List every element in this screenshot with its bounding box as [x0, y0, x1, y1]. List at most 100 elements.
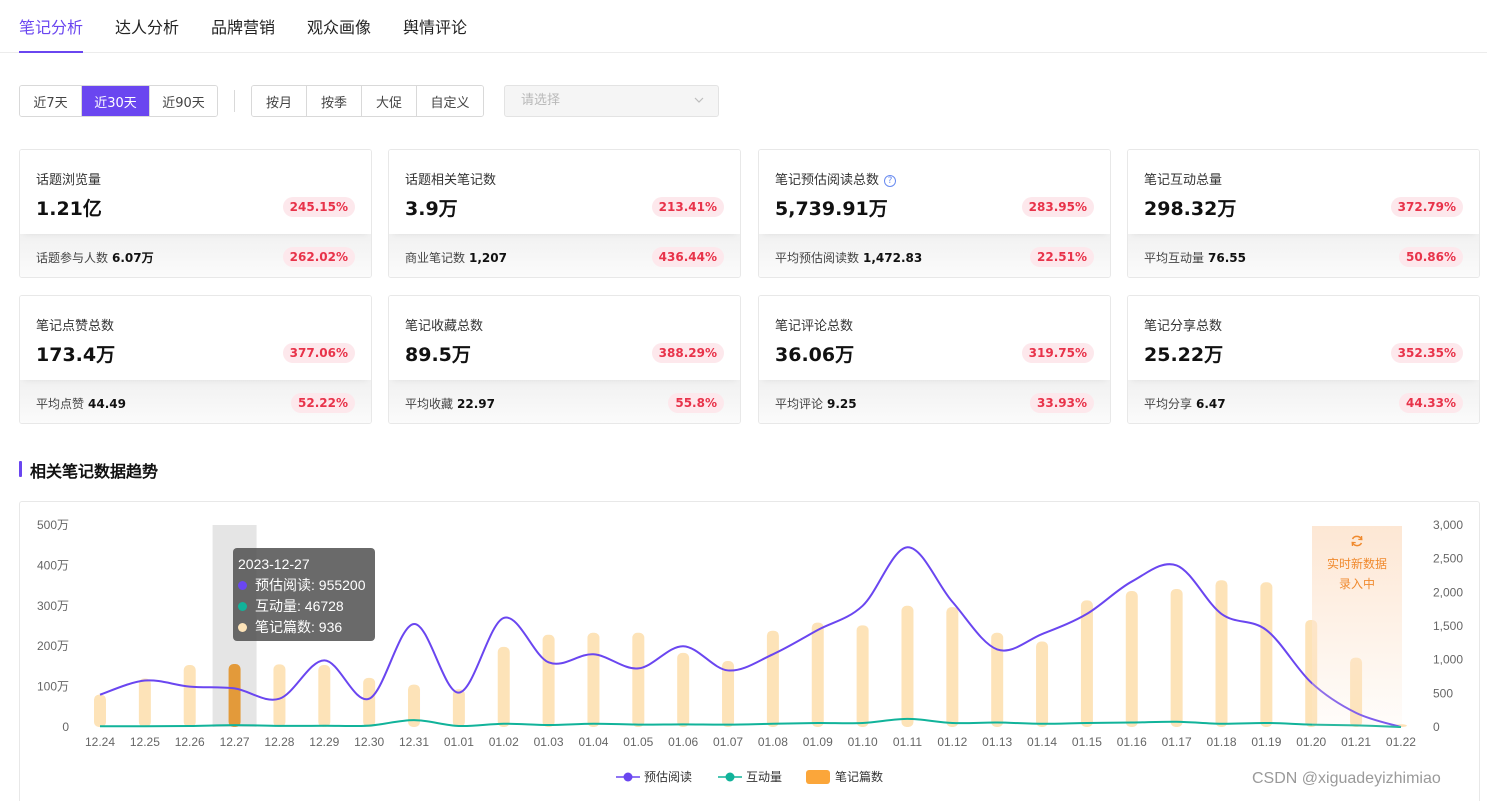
notes-bar	[632, 632, 645, 727]
metric-change-badge: 352.35%	[1390, 343, 1463, 363]
legend-notes-label: 笔记篇数	[835, 770, 884, 784]
tab-note-analysis[interactable]: 笔记分析	[19, 14, 83, 53]
x-tick-label: 12.30	[354, 735, 384, 749]
metric-value: 1.21亿	[36, 198, 102, 220]
tooltip-interact-label: 互动量	[255, 598, 297, 614]
notes-bar	[273, 664, 286, 727]
metric-change-badge: 283.95%	[1021, 197, 1094, 217]
tab-public-opinion[interactable]: 舆情评论	[403, 18, 468, 37]
x-tick-label: 01.20	[1296, 735, 1326, 749]
x-tick-label: 01.09	[803, 735, 833, 749]
notes-bar	[946, 607, 959, 727]
x-tick-label: 12.25	[130, 735, 160, 749]
metric-sub-change-badge: 44.33%	[1399, 393, 1463, 413]
x-tick-label: 01.10	[848, 735, 878, 749]
metric-value: 298.32万	[1144, 198, 1237, 220]
metric-card-sub: 平均预估阅读数 1,472.83 22.51%	[759, 234, 1110, 277]
tooltip-notes-value: 936	[318, 619, 343, 635]
read-dot-icon	[238, 581, 247, 590]
metric-card-main: 笔记互动总量 298.32万 372.79%	[1128, 150, 1479, 234]
notes-bar	[1260, 582, 1273, 727]
section-accent-bar	[19, 461, 22, 477]
notes-bar	[497, 646, 510, 727]
period-group: 按月 按季 大促 自定义	[251, 85, 484, 117]
x-tick-label: 01.06	[668, 735, 698, 749]
metric-card-sub: 平均评论 9.25 33.93%	[759, 380, 1110, 423]
metric-card-main: 笔记预估阅读总数? 5,739.91万 283.95%	[759, 150, 1110, 234]
metric-value: 173.4万	[36, 344, 116, 366]
metric-card-sub: 平均收藏 22.97 55.8%	[389, 380, 740, 423]
y-left-tick-label: 100万	[37, 680, 69, 694]
by-quarter-button[interactable]: 按季	[307, 86, 362, 116]
metric-value: 36.06万	[775, 344, 855, 366]
metric-card-main: 笔记分享总数 25.22万 352.35%	[1128, 296, 1479, 380]
metric-sub-text: 平均分享 6.47	[1144, 397, 1226, 411]
metric-sub-change-badge: 22.51%	[1030, 247, 1094, 267]
metric-sub-change-badge: 262.02%	[282, 247, 355, 267]
notes-bar	[228, 663, 241, 727]
refresh-icon	[1351, 535, 1363, 547]
metric-card-sub: 商业笔记数 1,207 436.44%	[389, 234, 740, 277]
bar-legend-icon	[806, 769, 830, 784]
promotion-button[interactable]: 大促	[362, 86, 417, 116]
section-title: 相关笔记数据趋势	[30, 462, 159, 481]
y-right-tick-label: 2,000	[1433, 585, 1463, 599]
metric-card: 笔记预估阅读总数? 5,739.91万 283.95% 平均预估阅读数 1,472.83…	[758, 149, 1111, 278]
x-tick-label: 01.07	[713, 735, 743, 749]
metric-card-main: 笔记评论总数 36.06万 319.75%	[759, 296, 1110, 380]
realtime-label: 实时新数据录入中	[1326, 557, 1387, 591]
x-tick-label: 12.26	[175, 735, 205, 749]
legend-item-read[interactable]: 预估阅读	[616, 768, 692, 785]
range-7-days-button[interactable]: 近7天	[20, 86, 82, 116]
legend-item-notes[interactable]: 笔记篇数	[806, 768, 883, 785]
x-tick-label: 01.16	[1117, 735, 1147, 749]
notes-bar	[1036, 641, 1049, 727]
metric-sub-text: 话题参与人数 6.07万	[36, 251, 154, 265]
legend-read-label: 预估阅读	[644, 770, 693, 784]
notes-bar	[856, 625, 869, 727]
x-tick-label: 01.03	[534, 735, 564, 749]
help-icon[interactable]: ?	[884, 175, 897, 187]
legend-interact-label: 互动量	[746, 770, 783, 784]
metric-card-sub: 话题参与人数 6.07万 262.02%	[20, 234, 371, 277]
notes-bar	[1170, 588, 1183, 727]
metric-label: 笔记收藏总数	[405, 319, 484, 334]
date-range-group: 近7天 近30天 近90天	[19, 85, 218, 117]
notes-bar	[94, 694, 106, 727]
interact-series-line	[99, 717, 1401, 728]
realtime-indicator: 实时新数据录入中	[1312, 526, 1402, 727]
x-tick-label: 12.29	[309, 735, 339, 749]
notes-bar	[901, 605, 914, 727]
metric-card-main: 笔记收藏总数 89.5万 388.29%	[389, 296, 740, 380]
metric-sub-text: 平均评论 9.25	[775, 397, 857, 411]
metric-card: 笔记互动总量 298.32万 372.79% 平均互动量 76.55 50.86%	[1127, 149, 1480, 278]
tab-influencer-analysis[interactable]: 达人分析	[115, 18, 180, 37]
notes-bar	[722, 661, 735, 727]
x-tick-label: 12.28	[264, 735, 294, 749]
by-month-button[interactable]: 按月	[252, 86, 307, 116]
notes-dot-icon	[238, 623, 247, 632]
notes-bar	[363, 677, 376, 727]
tab-brand-marketing[interactable]: 品牌营销	[211, 18, 276, 37]
metric-change-badge: 372.79%	[1390, 197, 1463, 217]
period-select-placeholder: 请选择	[521, 93, 561, 108]
custom-range-button[interactable]: 自定义	[417, 86, 483, 116]
x-tick-label: 01.01	[444, 735, 474, 749]
y-left-tick-label: 200万	[37, 639, 69, 653]
x-tick-label: 01.13	[982, 735, 1012, 749]
legend-item-interact[interactable]: 互动量	[718, 768, 782, 785]
range-30-days-button[interactable]: 近30天	[82, 86, 150, 116]
metric-value: 3.9万	[405, 198, 458, 220]
metric-sub-text: 商业笔记数 1,207	[405, 251, 507, 265]
x-tick-label: 01.19	[1251, 735, 1281, 749]
range-90-days-button[interactable]: 近90天	[150, 86, 217, 116]
period-select[interactable]: 请选择	[504, 85, 719, 117]
x-tick-label: 01.04	[578, 735, 608, 749]
x-tick-label: 01.08	[758, 735, 788, 749]
tooltip-date: 2023-12-27	[238, 556, 310, 572]
notes-bar	[766, 630, 779, 727]
tab-audience-profile[interactable]: 观众画像	[307, 18, 372, 37]
metric-change-badge: 388.29%	[651, 343, 724, 363]
metric-label: 笔记互动总量	[1144, 173, 1223, 188]
metric-card: 话题浏览量 1.21亿 245.15% 话题参与人数 6.07万 262.02%	[19, 149, 372, 278]
